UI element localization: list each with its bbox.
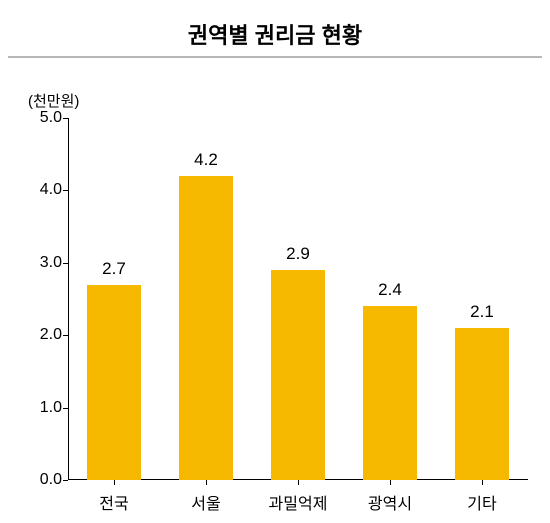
xtick-mark [482, 480, 483, 485]
xtick-label: 전국 [99, 480, 128, 514]
bar-value-label: 2.1 [455, 302, 508, 322]
xtick-mark [390, 480, 391, 485]
bar: 2.1 [455, 328, 508, 480]
xtick-label: 과밀억제 [269, 480, 328, 514]
bar-value-label: 2.4 [363, 280, 416, 300]
chart-title: 권역별 권리금 현황 [0, 0, 550, 56]
ytick-mark [63, 408, 68, 409]
bar: 2.9 [271, 270, 324, 480]
xtick-label: 서울 [191, 480, 220, 514]
ytick-mark [63, 118, 68, 119]
ytick-mark [63, 480, 68, 481]
y-axis-unit-label: (천만원) [28, 90, 79, 111]
bar-value-label: 2.7 [87, 259, 140, 279]
y-axis-line [68, 118, 69, 480]
plot-area: 0.01.02.03.04.05.02.7전국4.2서울2.9과밀억제2.4광역… [68, 118, 528, 480]
xtick-mark [114, 480, 115, 485]
chart-container: 권역별 권리금 현황 (천만원) 0.01.02.03.04.05.02.7전국… [0, 0, 550, 523]
xtick-mark [298, 480, 299, 485]
xtick-mark [206, 480, 207, 485]
xtick-label: 광역시 [368, 480, 412, 514]
ytick-mark [63, 335, 68, 336]
ytick-mark [63, 190, 68, 191]
title-divider [8, 56, 542, 58]
xtick-label: 기타 [467, 480, 496, 514]
bar: 2.4 [363, 306, 416, 480]
ytick-mark [63, 263, 68, 264]
bar: 4.2 [179, 176, 232, 480]
bar-value-label: 2.9 [271, 244, 324, 264]
bar: 2.7 [87, 285, 140, 480]
bar-value-label: 4.2 [179, 150, 232, 170]
